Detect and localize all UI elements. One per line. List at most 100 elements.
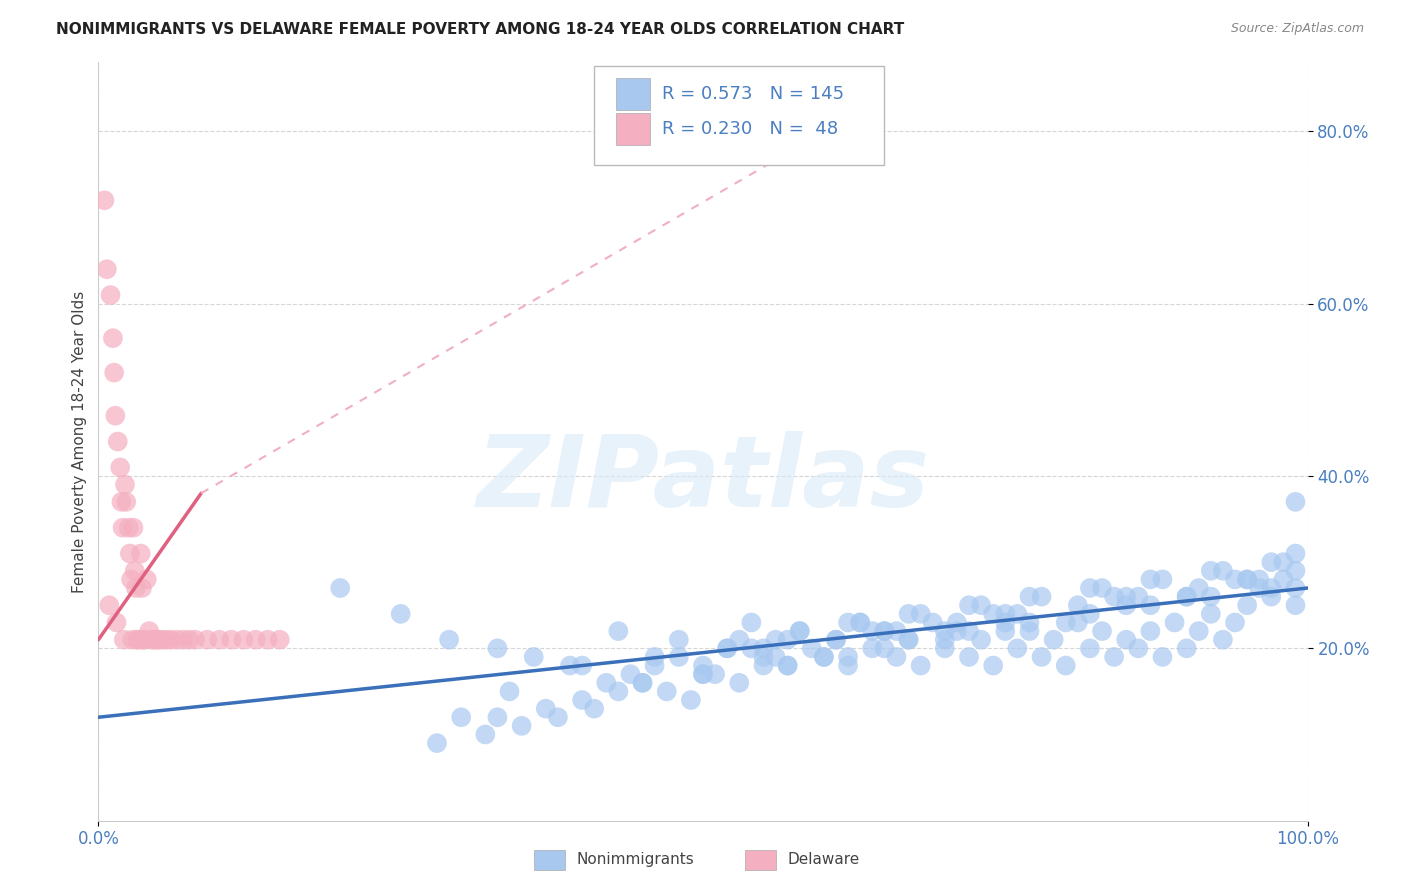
Point xyxy=(910,607,932,621)
Point xyxy=(1152,649,1174,664)
Point xyxy=(547,710,569,724)
Point xyxy=(98,599,121,613)
Point xyxy=(160,632,183,647)
Text: Delaware: Delaware xyxy=(787,853,859,867)
Point xyxy=(1102,649,1125,664)
Point xyxy=(1272,573,1295,587)
Point xyxy=(103,366,125,380)
Point xyxy=(740,615,762,630)
Point xyxy=(970,599,993,613)
Point xyxy=(1018,624,1040,639)
Point xyxy=(179,632,201,647)
Point xyxy=(450,710,472,724)
Point xyxy=(1223,573,1246,587)
Point xyxy=(1188,624,1211,639)
Point xyxy=(1284,495,1306,509)
Point xyxy=(934,632,956,647)
Point xyxy=(921,615,943,630)
Point xyxy=(837,615,859,630)
Point xyxy=(860,641,883,656)
Point xyxy=(704,667,727,681)
Point xyxy=(800,641,823,656)
Point xyxy=(1007,607,1029,621)
Point xyxy=(825,632,848,647)
Point xyxy=(155,632,177,647)
Point xyxy=(1260,590,1282,604)
Point xyxy=(1007,641,1029,656)
Text: R = 0.573   N = 145: R = 0.573 N = 145 xyxy=(662,86,844,103)
Point xyxy=(934,641,956,656)
Point xyxy=(1018,615,1040,630)
Point xyxy=(107,434,129,449)
Point xyxy=(728,632,751,647)
Point xyxy=(728,675,751,690)
Point xyxy=(166,632,188,647)
Point xyxy=(121,632,143,647)
Point xyxy=(1115,599,1137,613)
Point xyxy=(172,632,194,647)
Point xyxy=(523,649,546,664)
Point xyxy=(897,632,920,647)
Point xyxy=(957,624,980,639)
Point xyxy=(195,632,218,647)
Text: Source: ZipAtlas.com: Source: ZipAtlas.com xyxy=(1230,22,1364,36)
Point xyxy=(1042,632,1064,647)
Point xyxy=(886,624,908,639)
Point xyxy=(644,649,666,664)
Point xyxy=(1128,590,1150,604)
Point xyxy=(1115,632,1137,647)
Point xyxy=(970,632,993,647)
Bar xyxy=(616,78,650,111)
Point xyxy=(789,624,811,639)
Point xyxy=(776,632,799,647)
Point xyxy=(208,632,231,647)
Point xyxy=(644,658,666,673)
Text: NONIMMIGRANTS VS DELAWARE FEMALE POVERTY AMONG 18-24 YEAR OLDS CORRELATION CHART: NONIMMIGRANTS VS DELAWARE FEMALE POVERTY… xyxy=(56,22,904,37)
Point xyxy=(135,573,157,587)
Point xyxy=(1091,624,1114,639)
Point xyxy=(1152,573,1174,587)
Point xyxy=(127,632,149,647)
Point xyxy=(631,675,654,690)
Point xyxy=(849,615,872,630)
Point xyxy=(1260,555,1282,569)
Point xyxy=(129,547,152,561)
Point xyxy=(122,521,145,535)
Text: R = 0.230   N =  48: R = 0.230 N = 48 xyxy=(662,120,838,138)
Point xyxy=(789,624,811,639)
Point xyxy=(256,632,278,647)
Point xyxy=(1054,658,1077,673)
Point xyxy=(1078,641,1101,656)
Point xyxy=(269,632,291,647)
Point xyxy=(101,331,124,345)
Point xyxy=(1067,599,1090,613)
Point xyxy=(110,495,132,509)
Point xyxy=(108,460,131,475)
Y-axis label: Female Poverty Among 18-24 Year Olds: Female Poverty Among 18-24 Year Olds xyxy=(72,291,87,592)
Point xyxy=(1139,624,1161,639)
Point xyxy=(486,710,509,724)
Point xyxy=(752,658,775,673)
Point xyxy=(112,632,135,647)
Point xyxy=(474,727,496,741)
Point xyxy=(426,736,449,750)
Point xyxy=(957,649,980,664)
Point xyxy=(1284,564,1306,578)
Point xyxy=(1212,632,1234,647)
Point xyxy=(716,641,738,656)
Point xyxy=(93,194,115,208)
Point xyxy=(1223,615,1246,630)
Point xyxy=(607,684,630,698)
Point xyxy=(118,547,141,561)
Point xyxy=(145,632,167,647)
Point xyxy=(981,607,1004,621)
Point xyxy=(619,667,641,681)
Point xyxy=(510,719,533,733)
Point xyxy=(1115,590,1137,604)
Point xyxy=(873,641,896,656)
Point xyxy=(96,262,118,277)
Point xyxy=(957,599,980,613)
Point xyxy=(486,641,509,656)
Point xyxy=(558,658,581,673)
Point xyxy=(134,632,156,647)
